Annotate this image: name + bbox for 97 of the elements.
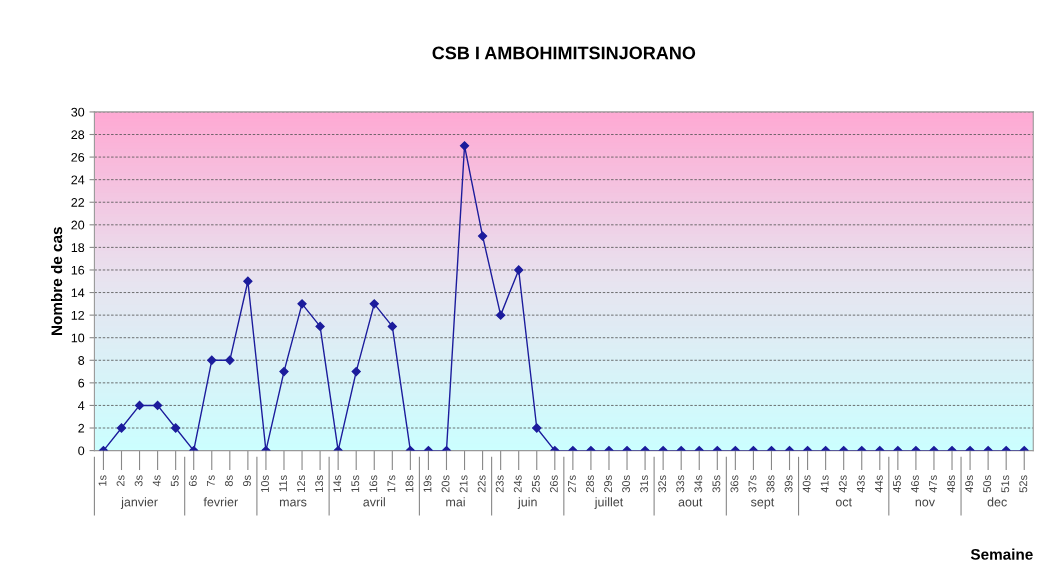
text: juillet [594, 497, 624, 509]
point [477, 231, 488, 241]
y-tick-label: 2 [78, 423, 85, 433]
x-tick-label: 36s [730, 475, 739, 493]
x-tick-label: 33s [676, 475, 685, 493]
x-tick-label: 31s [640, 475, 649, 493]
point [152, 400, 163, 411]
y-tick-label: 30 [71, 107, 85, 117]
x-tick-label: 47s [929, 475, 937, 493]
x-tick-label: 14s [333, 475, 342, 492]
x-tick-label: 51s [1001, 475, 1010, 493]
x-tick-label: 7s [207, 475, 215, 487]
x-tick-label: 52s [1019, 475, 1028, 493]
text: aout [678, 498, 703, 507]
y-tick-label: 22 [71, 198, 85, 207]
text: mars [279, 499, 307, 507]
x-tick-label: 38s [766, 475, 775, 493]
x-tick-label: 2s [116, 475, 125, 487]
point [207, 355, 217, 365]
point [387, 321, 397, 332]
point [496, 310, 506, 320]
x-tick-label: 30s [622, 475, 631, 493]
point [514, 265, 524, 275]
text: fevrier [203, 497, 238, 507]
x-tick-label: 41s [820, 475, 829, 493]
x-tick-label: 17s [387, 475, 396, 492]
y-tick-label: 26 [71, 152, 85, 162]
text: janvier [120, 497, 158, 509]
chart-title: CSB I AMBOHIMITSINJORANO [432, 46, 696, 60]
x-tick-label: 6s [188, 475, 197, 487]
y-tick-label: 10 [71, 333, 85, 343]
x-tick-label: 32s [658, 475, 667, 493]
y-tick-label: 8 [78, 356, 85, 365]
y-tick-label: 16 [71, 265, 85, 275]
x-tick-label: 5s [170, 475, 179, 487]
y-tick-label: 14 [71, 288, 85, 298]
x-tick-label: 25s [531, 475, 540, 493]
y-tick-label: 12 [71, 310, 85, 320]
text: avril [363, 497, 385, 507]
x-tick-label: 24s [513, 475, 522, 493]
x-tick-label: 15s [351, 475, 360, 492]
x-tick-label: 20s [441, 475, 450, 493]
y-tick-label: 6 [78, 378, 85, 388]
y-tick-label: 20 [71, 220, 85, 230]
text: dec [987, 497, 1007, 507]
text: oct [835, 498, 852, 507]
y-tick-label: 0 [78, 446, 85, 456]
x-tick-label: 26s [549, 475, 558, 493]
x-tick-label: 34s [694, 475, 703, 493]
point [351, 366, 361, 377]
text: mai [446, 497, 465, 507]
x-tick-label: 8s [224, 475, 233, 487]
point [243, 276, 253, 286]
text: sept [750, 498, 775, 509]
x-axis-title: Semaine [970, 548, 1033, 560]
x-tick-label: 37s [748, 475, 757, 493]
x-tick-label: 13s [315, 475, 324, 492]
point [225, 355, 235, 365]
x-tick-label: 1s [98, 475, 107, 486]
x-tick-label: 21s [459, 475, 468, 493]
y-tick-label: 18 [71, 243, 85, 253]
y-tick-label: 24 [71, 175, 85, 185]
y-tick-label: 28 [71, 130, 85, 140]
x-tick-label: 27s [567, 475, 576, 493]
x-tick-label: 42s [838, 475, 847, 493]
x-tick-label: 19s [423, 475, 432, 492]
x-tick-label: 16s [369, 475, 378, 492]
x-tick-label: 28s [586, 475, 594, 493]
x-tick-label: 11s [279, 475, 287, 492]
x-tick-label: 10s [261, 475, 269, 492]
x-tick-label: 49s [965, 475, 974, 493]
x-tick-label: 50s [983, 475, 992, 493]
y-axis-title: Nombre de cas [50, 227, 63, 335]
x-tick-label: 35s [712, 475, 721, 493]
x-tick-label: 23s [495, 475, 504, 493]
x-tick-label: 18s [405, 475, 414, 492]
point [315, 321, 325, 332]
point [134, 400, 145, 411]
x-tick-label: 4s [152, 475, 161, 487]
point [369, 299, 379, 309]
text: juin [517, 497, 537, 509]
text: nov [915, 499, 935, 507]
point [297, 299, 307, 309]
x-tick-label: 9s [242, 475, 251, 487]
x-tick-label: 46s [911, 475, 919, 493]
x-tick-label: 3s [134, 475, 143, 487]
x-tick-label: 48s [947, 475, 955, 493]
point [279, 366, 289, 377]
x-tick-label: 22s [477, 475, 486, 493]
x-tick-label: 29s [604, 475, 612, 493]
x-tick-label: 39s [784, 475, 793, 493]
x-tick-label: 45s [893, 475, 901, 493]
x-tick-label: 12s [297, 475, 306, 492]
x-tick-label: 44s [875, 475, 883, 493]
y-tick-label: 4 [78, 401, 85, 410]
x-tick-label: 43s [856, 475, 865, 493]
x-tick-label: 40s [802, 475, 811, 493]
